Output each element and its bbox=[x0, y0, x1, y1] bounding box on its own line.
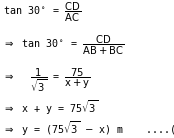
Text: $\Rightarrow$ x + y = 75$\sqrt{3}$: $\Rightarrow$ x + y = 75$\sqrt{3}$ bbox=[3, 98, 99, 117]
Text: $\Rightarrow$ y = (75$\sqrt{3}$ $-$ x) m $\;\;\;\;$ ....(ii): $\Rightarrow$ y = (75$\sqrt{3}$ $-$ x) m… bbox=[3, 119, 174, 138]
Text: $\Rightarrow$ $\;$ $\dfrac{1}{\sqrt{3}}$ = $\dfrac{75}{\mathsf{x+y}}$: $\Rightarrow$ $\;$ $\dfrac{1}{\sqrt{3}}$… bbox=[3, 66, 91, 94]
Text: $\Rightarrow$ tan 30$^\circ$ = $\dfrac{\mathsf{CD}}{\mathsf{AB+BC}}$: $\Rightarrow$ tan 30$^\circ$ = $\dfrac{\… bbox=[3, 34, 125, 57]
Text: tan 30$^\circ$ = $\dfrac{\mathsf{CD}}{\mathsf{AC}}$: tan 30$^\circ$ = $\dfrac{\mathsf{CD}}{\m… bbox=[3, 1, 82, 24]
